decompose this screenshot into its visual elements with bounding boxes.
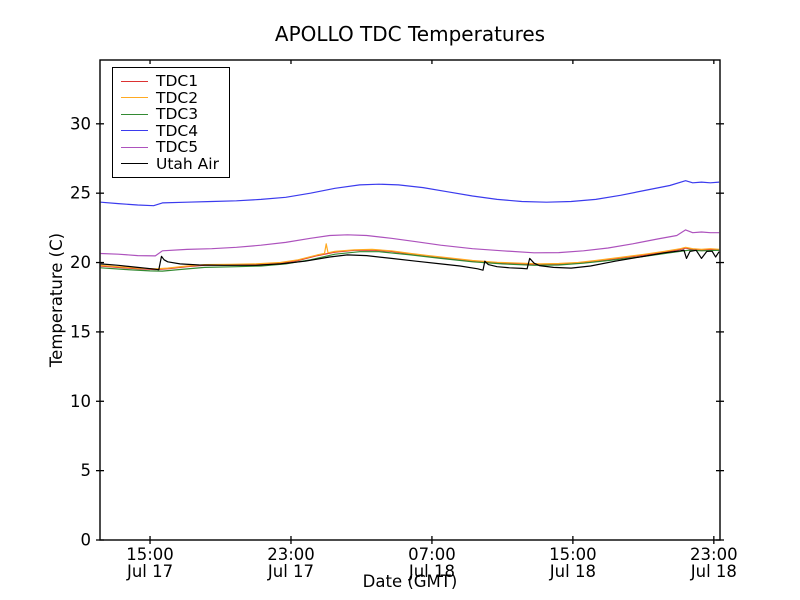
y-tick-label: 25 [70,184,91,203]
legend-label-tdc3: TDC3 [156,105,199,123]
y-tick-label: 0 [81,531,92,550]
y-axis-label: Temperature (C) [47,232,66,368]
legend-line-swatch-tdc2 [121,97,148,99]
legend-item-tdc1: TDC1 [121,73,219,90]
x-tick-label-time: 23:00 [690,545,738,564]
legend-line-swatch-tdc4 [121,130,148,132]
y-tick-label: 20 [70,253,91,272]
x-tick-label-time: 15:00 [126,545,174,564]
x-tick-label-time: 15:00 [549,545,597,564]
y-tick-label: 15 [70,322,91,341]
x-tick-label-time: 23:00 [267,545,315,564]
legend-line-swatch-tdc1 [121,80,148,82]
y-tick-label: 5 [81,461,92,480]
x-tick-label-date: Jul 18 [408,562,455,581]
legend-line-swatch-tdc5 [121,146,148,148]
legend-item-tdc5: TDC5 [121,139,219,156]
y-tick-label: 30 [70,114,91,133]
legend-item-tdc2: TDC2 [121,88,219,107]
legend: TDC1 TDC2 TDC3 TDC4 TDC5 Utah Air [112,67,230,178]
legend-label-tdc4: TDC4 [156,121,199,140]
y-tick-label: 10 [70,392,91,411]
legend-line-swatch-utah-air [121,163,148,165]
x-tick-label-date: Jul 17 [126,562,173,581]
legend-item-tdc4: TDC4 [121,121,219,140]
legend-label-tdc5: TDC5 [156,138,199,156]
x-tick-label-date: Jul 18 [690,562,737,581]
x-axis-label: Date (GMT) [362,572,458,591]
series-line-tdc4 [100,180,720,207]
legend-item-tdc3: TDC3 [121,106,219,123]
chart-title: APOLLO TDC Temperatures [274,22,546,46]
axes-spines [99,59,721,541]
legend-label-tdc1: TDC1 [156,72,199,90]
x-tick-label-time: 07:00 [408,545,456,564]
series-line-utah-air [100,249,720,271]
legend-line-swatch-tdc3 [121,113,148,115]
legend-label-tdc2: TDC2 [156,88,199,107]
series-line-tdc5 [100,229,720,257]
x-tick-label-date: Jul 17 [267,562,314,581]
legend-item-utah-air: Utah Air [121,154,219,173]
legend-label-utah-air: Utah Air [156,154,219,173]
x-tick-label-date: Jul 18 [549,562,596,581]
series-line-tdc1 [100,247,720,271]
